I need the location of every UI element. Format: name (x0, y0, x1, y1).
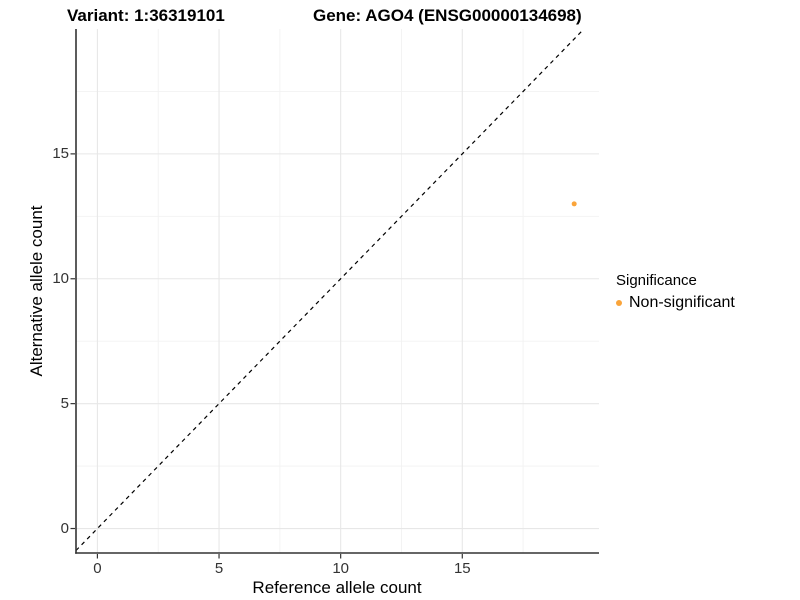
x-tick-label: 15 (453, 560, 471, 577)
legend-point-icon (616, 300, 622, 306)
data-point (571, 201, 577, 207)
x-tick-label: 5 (214, 560, 224, 577)
y-tick-label: 0 (60, 519, 69, 537)
plot-title-variant: Variant: 1:36319101 (67, 6, 225, 25)
legend: Significance Non-significant (616, 272, 735, 312)
y-tick-label: 15 (52, 144, 69, 162)
legend-item-label: Non-significant (629, 294, 735, 311)
identity-dashed-line (75, 28, 585, 551)
y-tick-label: 5 (60, 394, 69, 412)
legend-title: Significance (616, 272, 697, 289)
panel-background (76, 29, 599, 553)
x-axis-title: Reference allele count (252, 578, 422, 597)
x-tick-label: 0 (93, 560, 102, 577)
y-axis-title: Alternative allele count (27, 205, 46, 377)
plot-title-gene: Gene: AGO4 (ENSG00000134698) (313, 6, 582, 25)
x-tick-label: 10 (332, 560, 349, 577)
y-tick-label: 10 (52, 269, 69, 287)
legend-items: Non-significant (616, 294, 735, 312)
legend-item: Non-significant (616, 294, 735, 312)
